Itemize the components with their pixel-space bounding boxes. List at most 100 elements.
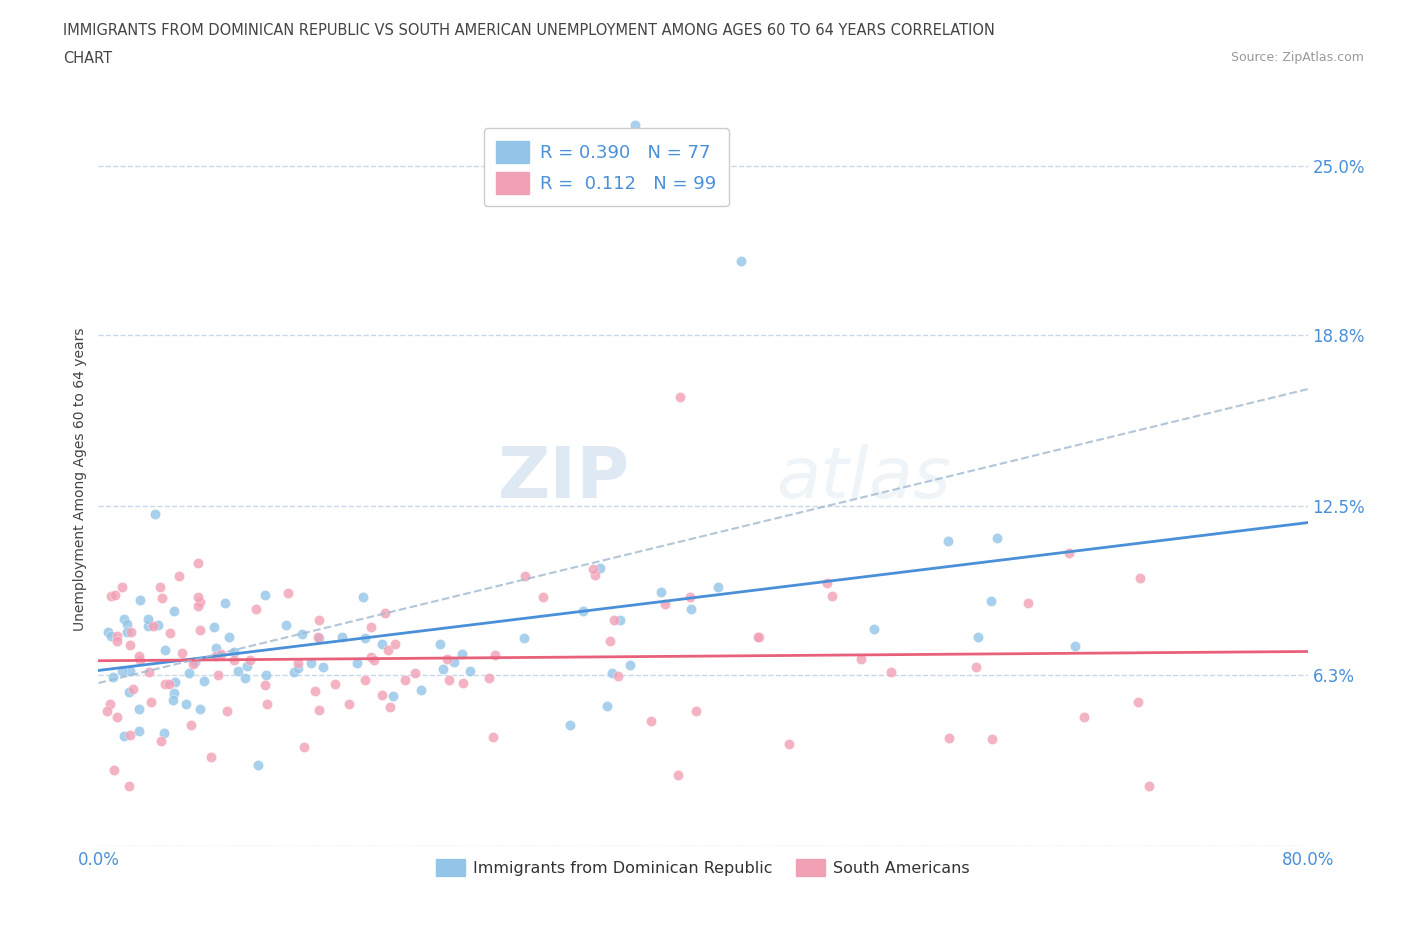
Point [128, 653, 150, 668]
Point [478, 671, 501, 685]
Point [155, 643, 177, 658]
Point [118, 638, 141, 653]
Point [1064, 639, 1087, 654]
Y-axis label: Unemployment Among Ages 60 to 64 years: Unemployment Among Ages 60 to 64 years [73, 327, 87, 631]
Point [360, 619, 382, 634]
Point [1137, 779, 1160, 794]
Point [205, 648, 228, 663]
Point [115, 617, 138, 631]
Point [299, 656, 322, 671]
Point [312, 659, 335, 674]
Point [162, 693, 184, 708]
Point [188, 702, 211, 717]
Point [346, 656, 368, 671]
Point [277, 586, 299, 601]
Point [679, 590, 702, 604]
Point [187, 599, 209, 614]
Point [104, 588, 127, 603]
Point [149, 579, 172, 594]
Point [308, 612, 330, 627]
Legend: Immigrants from Dominican Republic, South Americans: Immigrants from Dominican Republic, Sout… [430, 852, 976, 883]
Point [254, 588, 277, 603]
Point [139, 695, 162, 710]
Point [1057, 546, 1080, 561]
Point [207, 667, 229, 682]
Point [233, 671, 256, 685]
Point [619, 658, 641, 672]
Point [150, 734, 173, 749]
Point [429, 636, 451, 651]
Text: CHART: CHART [63, 51, 112, 66]
Point [980, 594, 1002, 609]
Point [778, 736, 800, 751]
Point [174, 697, 197, 711]
Point [155, 676, 177, 691]
Point [118, 727, 141, 742]
Point [115, 625, 138, 640]
Point [103, 763, 125, 777]
Point [879, 665, 901, 680]
Point [862, 621, 884, 636]
Point [609, 613, 631, 628]
Point [150, 591, 173, 606]
Point [378, 700, 401, 715]
Point [136, 612, 159, 627]
Point [157, 677, 180, 692]
Point [965, 659, 987, 674]
Point [308, 630, 330, 644]
Point [650, 585, 672, 600]
Point [105, 710, 128, 724]
Point [167, 568, 190, 583]
Point [451, 646, 474, 661]
Point [117, 684, 139, 699]
Point [184, 655, 207, 670]
Point [100, 589, 122, 604]
Point [589, 561, 612, 576]
Point [747, 630, 769, 644]
Point [432, 662, 454, 677]
Point [669, 390, 692, 405]
Point [353, 672, 375, 687]
Point [1017, 596, 1039, 611]
Point [128, 724, 150, 738]
Point [352, 590, 374, 604]
Point [128, 701, 150, 716]
Text: ZIP: ZIP [498, 445, 630, 513]
Point [966, 630, 988, 644]
Point [484, 647, 506, 662]
Point [214, 595, 236, 610]
Point [666, 767, 689, 782]
Point [460, 664, 482, 679]
Point [307, 630, 329, 644]
Point [172, 645, 194, 660]
Point [163, 685, 186, 700]
Point [188, 623, 211, 638]
Point [443, 655, 465, 670]
Point [849, 651, 872, 666]
Point [730, 254, 752, 269]
Point [384, 637, 406, 652]
Point [291, 627, 314, 642]
Point [120, 625, 142, 640]
Point [981, 732, 1004, 747]
Point [129, 592, 152, 607]
Point [330, 630, 353, 644]
Point [247, 757, 270, 772]
Point [143, 506, 166, 521]
Point [354, 631, 377, 645]
Point [371, 687, 394, 702]
Point [481, 729, 503, 744]
Point [105, 629, 128, 644]
Point [105, 633, 128, 648]
Point [226, 664, 249, 679]
Point [287, 656, 309, 671]
Point [121, 682, 143, 697]
Point [128, 648, 150, 663]
Point [451, 675, 474, 690]
Point [936, 534, 959, 549]
Point [640, 714, 662, 729]
Point [97, 624, 120, 639]
Point [363, 652, 385, 667]
Point [118, 779, 141, 794]
Point [256, 668, 278, 683]
